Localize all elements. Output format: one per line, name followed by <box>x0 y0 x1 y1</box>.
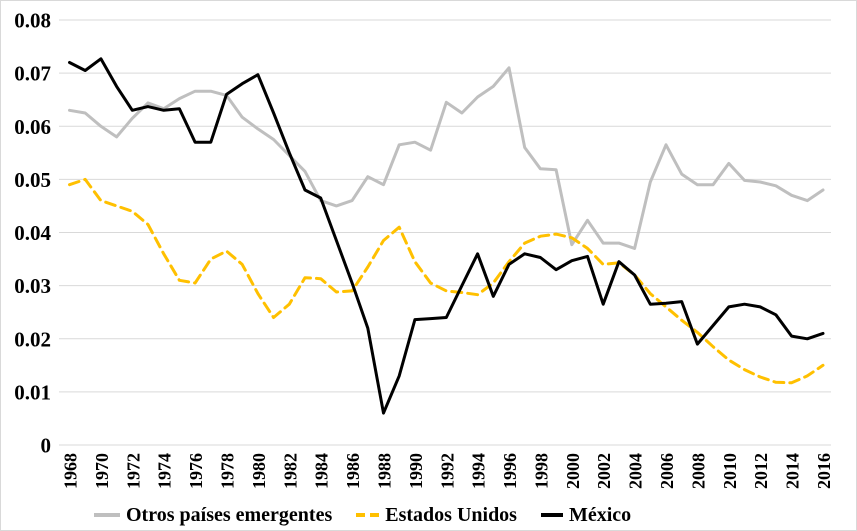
series-line-estados-unidos <box>68 177 825 385</box>
x-axis-tick-label: 1984 <box>312 453 332 489</box>
series-line-m-xico <box>68 57 825 415</box>
x-axis-tick-label: 1980 <box>249 453 269 489</box>
yellow-dashed-line-marker-icon <box>356 513 380 517</box>
x-axis-tick-label: 1992 <box>437 453 457 489</box>
x-axis-tick-label: 1982 <box>280 453 300 489</box>
x-axis-tick-label: 2004 <box>626 453 646 489</box>
x-axis-tick-label: 1986 <box>343 453 363 489</box>
y-axis-tick-label: 0.08 <box>14 9 51 33</box>
legend-item-mexico: México <box>540 503 632 527</box>
x-axis-tick-label: 1972 <box>123 453 143 489</box>
x-axis-tick-label: 2016 <box>814 453 834 489</box>
chart-plot-area: 0.08 0.07 0.06 0.05 0.04 0.03 0.02 0.01 0 1968 197… <box>14 9 834 490</box>
x-axis-tick-label: 1978 <box>217 453 237 489</box>
y-axis-tick-label: 0 <box>41 434 52 458</box>
x-axis-tick-label: 2012 <box>751 453 771 489</box>
y-axis-tick-label: 0.04 <box>14 221 51 245</box>
legend-item-otros-paises-emergentes: Otros países emergentes <box>94 504 332 527</box>
x-axis-tick-label: 1994 <box>469 453 489 489</box>
y-axis-tick-label: 0.01 <box>14 380 51 404</box>
x-axis-tick-label: 1998 <box>531 453 551 489</box>
x-axis-tick-label: 1970 <box>92 453 112 489</box>
legend-item-estados-unidos: Estados Unidos <box>356 504 517 527</box>
x-axis-tick-label: 2002 <box>594 453 614 489</box>
x-axis-tick-label: 2006 <box>657 453 677 489</box>
y-axis-tick-label: 0.07 <box>14 62 51 86</box>
gray-line-marker-icon <box>94 513 120 517</box>
x-axis-tick-label: 1976 <box>186 453 206 489</box>
legend-label: Otros países emergentes <box>126 503 333 526</box>
y-axis-tick-label: 0.02 <box>14 327 51 351</box>
x-axis-tick-label: 1988 <box>374 453 394 489</box>
x-axis-tick-label: 2000 <box>563 453 583 489</box>
x-axis-tick-label: 2008 <box>688 453 708 489</box>
series-line-otros-pa-ses-emergentes <box>68 66 825 250</box>
legend-label: Estados Unidos <box>385 503 517 526</box>
x-axis-tick-label: 1968 <box>61 453 81 489</box>
chart-legend: Otros países emergentes Estados Unidos M… <box>1 500 856 530</box>
legend-label: México <box>568 503 632 526</box>
y-axis-tick-label: 0.06 <box>14 115 51 139</box>
x-axis-tick-label: 2014 <box>783 453 803 489</box>
x-axis-tick-label: 2010 <box>720 453 740 489</box>
black-line-marker-icon <box>540 513 563 517</box>
x-axis-tick-label: 1996 <box>500 453 520 489</box>
x-axis-tick-label: 1990 <box>406 453 426 489</box>
x-axis-tick-label: 1974 <box>155 453 175 489</box>
y-axis-tick-label: 0.05 <box>14 168 51 192</box>
y-axis-tick-label: 0.03 <box>14 274 51 298</box>
